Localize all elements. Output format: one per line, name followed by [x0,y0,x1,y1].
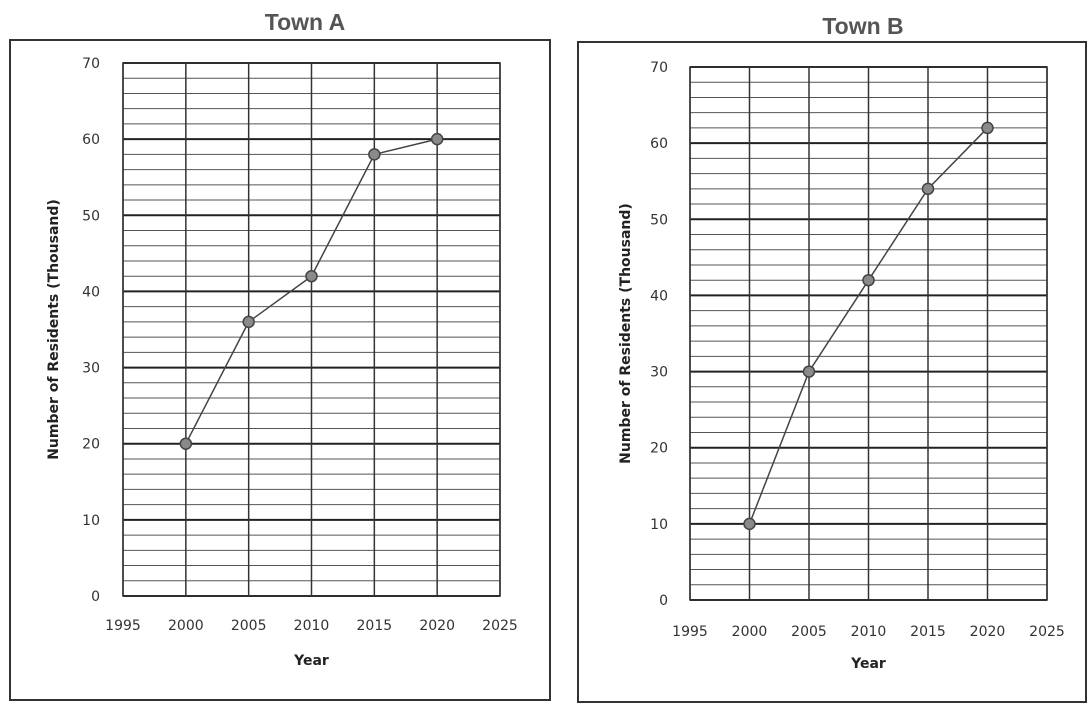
chart-frame [9,39,551,701]
y-tick-label: 0 [659,593,668,609]
chart-title: Town B [822,13,903,39]
y-axis-label: Number of Residents (Thousand) [46,199,62,460]
y-tick-label: 30 [650,365,668,381]
data-point [179,437,193,450]
plot-area [689,66,1048,601]
x-axis-label: Year [850,656,886,672]
x-tick-label: 1995 [105,618,141,634]
y-tick-label: 70 [650,60,668,76]
y-tick-label: 70 [82,56,100,72]
x-tick-label: 2010 [851,624,887,640]
x-tick-label: 2005 [791,624,827,640]
x-tick-label: 2015 [910,624,946,640]
y-tick-label: 0 [91,589,100,605]
x-tick-label: 2010 [294,618,330,634]
x-tick-label: 1995 [672,624,708,640]
data-point [368,148,381,161]
chart-title: Town A [265,9,345,35]
y-tick-label: 30 [82,361,100,377]
x-axis-label: Year [293,653,329,669]
x-tick-label: 2020 [970,624,1006,640]
chart-town-b: Town B 0 10 20 30 40 50 60 70 1995 2000 2005 2010 201… [577,13,1087,703]
chart-frame [577,41,1087,703]
x-tick-label: 2015 [357,618,393,634]
data-point [921,182,935,196]
y-tick-label: 40 [650,288,668,304]
y-tick-label: 40 [82,284,100,300]
data-point [743,517,756,531]
x-tick-label: 2020 [419,618,455,634]
y-tick-label: 60 [82,132,100,148]
x-tick-label: 2005 [231,618,267,634]
y-tick-label: 20 [82,437,100,453]
x-tick-label: 2025 [1029,624,1065,640]
y-axis-label: Number of Residents (Thousand) [618,203,634,464]
data-point [802,365,816,378]
data-point [305,269,318,283]
y-tick-label: 60 [650,136,668,152]
y-tick-label: 20 [650,441,668,457]
data-point [981,121,994,135]
x-tick-label: 2025 [482,618,518,634]
x-tick-label: 2000 [732,624,768,640]
y-tick-label: 10 [650,517,668,533]
y-tick-label: 50 [650,212,668,228]
data-point [242,315,255,329]
data-point [862,273,875,287]
plot-area [122,62,501,597]
y-tick-label: 10 [82,513,100,529]
data-point [430,132,444,146]
y-tick-label: 50 [82,208,100,224]
chart-town-a: Town A 0 10 20 30 40 50 60 70 1995 2000 2005 2010 201… [9,9,551,701]
x-tick-label: 2000 [168,618,204,634]
